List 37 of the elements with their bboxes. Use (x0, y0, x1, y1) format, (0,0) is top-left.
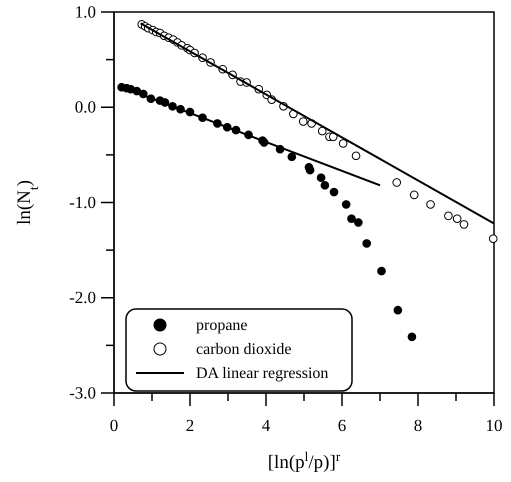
point (330, 188, 338, 196)
point (352, 152, 360, 160)
x-tick-label: 10 (486, 416, 502, 436)
x-tick-label: 8 (414, 416, 422, 436)
point (410, 190, 419, 200)
y-tick-label: -2.0 (69, 288, 96, 308)
point (320, 181, 330, 190)
point (488, 234, 498, 244)
point (408, 332, 416, 342)
point (392, 178, 402, 187)
point (318, 126, 327, 136)
x-tick-label: 2 (186, 416, 194, 436)
point (338, 139, 348, 148)
point (316, 173, 326, 182)
point (298, 117, 308, 126)
point (444, 212, 453, 220)
legend-label: DA linear regression (196, 365, 328, 382)
point (426, 200, 435, 209)
x-axis-title: [ln(p$^{l}$/p)]$^{r}$ (268, 448, 341, 473)
y-tick-label: -1.0 (69, 192, 96, 212)
y-tick-label: 1.0 (74, 2, 96, 22)
x-tick-label: 4 (262, 416, 271, 436)
point (342, 200, 351, 209)
point (452, 214, 462, 224)
legend-label: carbon dioxide (196, 341, 292, 358)
x-tick-label: 0 (110, 416, 118, 436)
point (347, 214, 356, 224)
point (354, 218, 363, 227)
point (460, 220, 468, 229)
point (362, 239, 372, 248)
legend-label: propane (196, 317, 248, 334)
point (377, 266, 386, 276)
y-tick-label: 0.0 (74, 98, 96, 117)
point (394, 306, 402, 314)
y-tick-label: -3.0 (69, 383, 96, 402)
point (288, 152, 296, 162)
x-tick-label: 6 (338, 416, 346, 436)
